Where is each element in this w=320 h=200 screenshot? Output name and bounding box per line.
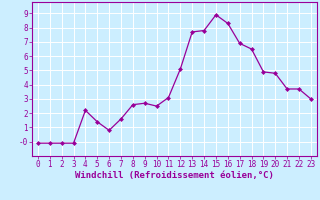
X-axis label: Windchill (Refroidissement éolien,°C): Windchill (Refroidissement éolien,°C)	[75, 171, 274, 180]
